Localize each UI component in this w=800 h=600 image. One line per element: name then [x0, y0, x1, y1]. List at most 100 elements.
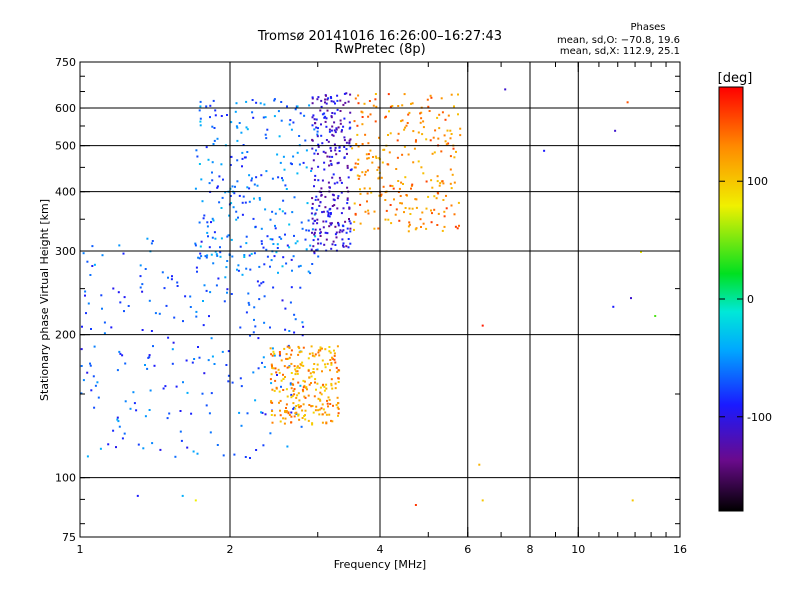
data-point: [81, 325, 83, 328]
data-point: [327, 214, 330, 216]
data-point: [194, 187, 197, 190]
data-point: [250, 252, 253, 255]
data-point: [302, 346, 305, 349]
data-point: [244, 201, 247, 204]
data-point: [452, 147, 455, 150]
data-point: [341, 129, 343, 132]
data-point: [153, 364, 156, 367]
data-point: [330, 100, 333, 103]
data-point: [94, 384, 97, 387]
data-point: [377, 227, 380, 230]
data-point: [429, 94, 432, 97]
data-point: [315, 249, 318, 252]
data-point: [321, 413, 324, 416]
data-point: [233, 192, 236, 195]
data-point: [320, 393, 323, 396]
data-point: [354, 212, 357, 215]
data-point: [457, 113, 459, 116]
data-point: [90, 328, 92, 330]
data-point: [359, 203, 362, 206]
data-point: [119, 301, 122, 304]
data-point: [422, 172, 425, 175]
data-point: [305, 248, 308, 251]
data-point: [339, 119, 342, 122]
data-point: [321, 421, 324, 424]
data-point: [319, 109, 322, 112]
data-point: [258, 298, 261, 301]
x-axis-label: Frequency [MHz]: [334, 558, 426, 571]
data-point: [271, 177, 274, 180]
data-point: [275, 386, 278, 389]
data-point: [325, 102, 328, 105]
data-point: [245, 242, 248, 245]
data-point: [378, 194, 381, 197]
data-point: [96, 381, 99, 384]
data-point: [297, 414, 300, 417]
data-point: [289, 162, 292, 165]
data-point: [249, 457, 251, 459]
data-point: [241, 273, 244, 276]
data-point: [313, 252, 316, 255]
data-point: [443, 225, 446, 228]
data-point: [280, 359, 283, 362]
data-point: [246, 151, 249, 153]
data-point: [382, 185, 385, 188]
data-point: [323, 389, 326, 392]
data-point: [459, 134, 462, 137]
data-point: [230, 238, 233, 241]
data-point: [303, 395, 306, 398]
data-point: [320, 123, 322, 126]
data-point: [198, 163, 201, 165]
data-point: [414, 228, 417, 231]
data-point: [404, 176, 407, 179]
data-point: [326, 399, 328, 402]
data-point: [436, 224, 439, 226]
data-point: [205, 105, 208, 108]
data-point: [289, 382, 292, 385]
data-point: [335, 127, 338, 130]
data-point: [292, 383, 295, 386]
data-point: [266, 128, 269, 131]
data-point: [321, 142, 324, 145]
data-point: [231, 185, 234, 188]
data-point: [320, 187, 323, 190]
data-point: [331, 112, 334, 114]
data-point: [82, 379, 85, 382]
data-point: [313, 213, 316, 216]
data-point: [149, 389, 152, 392]
data-point: [389, 184, 392, 187]
data-point: [313, 152, 316, 155]
data-point: [396, 156, 399, 159]
data-point: [310, 170, 313, 172]
data-point: [271, 421, 274, 424]
data-point: [453, 213, 456, 216]
data-point: [325, 139, 328, 141]
data-point: [323, 385, 326, 388]
data-point: [367, 209, 370, 212]
data-point: [273, 352, 276, 355]
data-point: [213, 127, 216, 129]
data-point: [212, 262, 215, 265]
data-point: [441, 180, 444, 183]
data-point: [254, 325, 257, 328]
data-point: [347, 246, 350, 249]
data-point: [346, 197, 349, 200]
data-point: [325, 413, 328, 416]
data-point: [288, 123, 291, 126]
data-point: [328, 225, 331, 228]
data-point: [319, 201, 322, 204]
data-point: [220, 207, 223, 209]
data-point: [266, 255, 269, 258]
data-point: [318, 354, 321, 357]
x-tick-label: 16: [673, 543, 687, 556]
data-point: [349, 126, 352, 129]
data-point: [107, 443, 110, 446]
data-point: [346, 227, 349, 230]
data-point: [236, 268, 238, 271]
data-point: [116, 416, 119, 419]
data-point: [277, 271, 279, 274]
data-point: [101, 307, 103, 310]
data-point: [426, 98, 429, 101]
data-point: [349, 230, 352, 233]
data-point: [407, 153, 410, 156]
